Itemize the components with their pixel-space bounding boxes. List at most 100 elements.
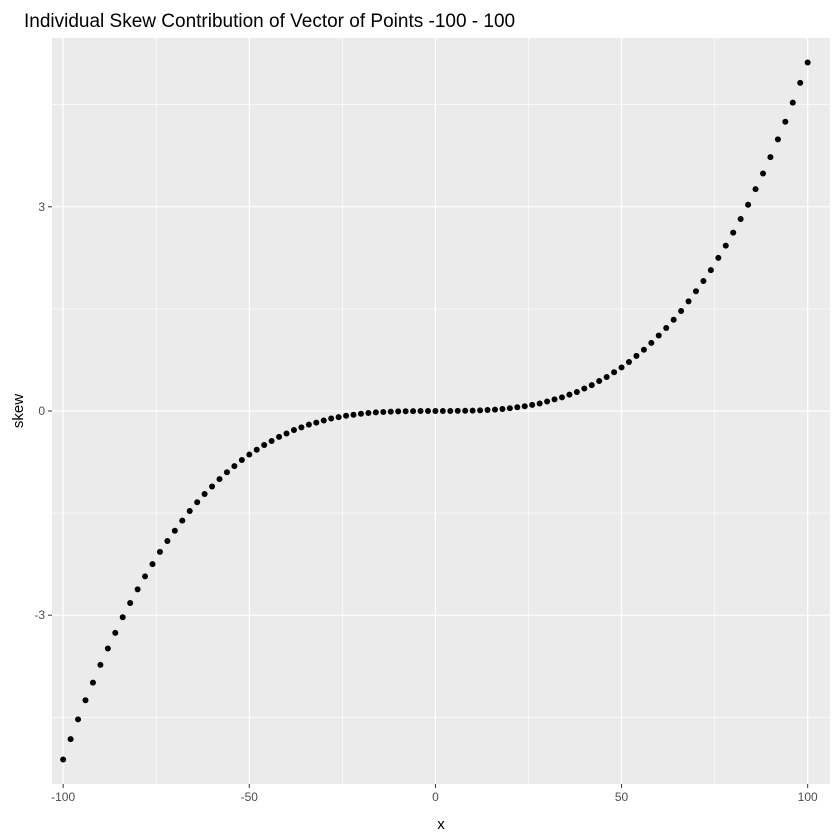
data-point (119, 614, 126, 621)
y-tick-label: 0 (38, 404, 45, 418)
data-point (179, 517, 186, 524)
data-point (395, 408, 402, 415)
data-point (171, 527, 178, 534)
data-point (305, 421, 312, 428)
data-point (432, 408, 439, 414)
data-point (469, 407, 476, 414)
data-point (186, 508, 193, 515)
data-point (737, 216, 744, 223)
data-point (551, 396, 558, 403)
data-point (335, 414, 342, 421)
x-axis-title: x (437, 816, 445, 833)
data-point (573, 388, 580, 395)
data-point (283, 430, 290, 437)
data-point (536, 400, 543, 407)
x-tick-label: -50 (241, 790, 259, 804)
data-point (499, 405, 506, 412)
data-point (439, 408, 446, 414)
data-point (529, 401, 536, 408)
data-point (380, 408, 387, 415)
data-point (60, 756, 67, 763)
data-point (231, 463, 238, 470)
data-point (313, 419, 320, 426)
y-axis-ticks: -3 0 3 (34, 200, 52, 622)
data-point (246, 451, 253, 458)
data-point (640, 346, 647, 353)
data-point (268, 437, 275, 444)
data-point (261, 442, 268, 449)
data-point (745, 201, 752, 208)
data-point (648, 339, 655, 346)
y-tick-label: 3 (38, 200, 45, 214)
data-point (730, 229, 737, 236)
data-point (789, 99, 796, 106)
data-point (566, 391, 573, 398)
data-point (156, 548, 163, 555)
data-point (759, 170, 766, 177)
data-point (797, 79, 804, 86)
data-point (462, 407, 469, 414)
data-point (588, 382, 595, 389)
data-point (625, 358, 632, 365)
data-point (127, 599, 134, 606)
x-tick-label: 0 (432, 790, 439, 804)
data-point (216, 476, 223, 483)
data-points (60, 59, 811, 763)
data-point (410, 408, 417, 415)
data-point (350, 411, 357, 418)
data-point (276, 433, 283, 440)
y-axis-title: skew (10, 394, 27, 428)
data-point (417, 408, 424, 414)
data-point (402, 408, 409, 415)
data-point (320, 417, 327, 424)
data-point (97, 661, 104, 668)
data-point (491, 406, 498, 413)
data-point (618, 364, 625, 371)
data-point (253, 446, 260, 453)
data-point (782, 118, 789, 125)
x-tick-label: 50 (615, 790, 629, 804)
data-point (357, 410, 364, 417)
data-point (290, 427, 297, 434)
data-point (424, 408, 431, 414)
data-point (581, 385, 588, 392)
data-point (223, 469, 230, 476)
x-axis-ticks: -100 -50 0 50 100 (51, 784, 818, 804)
data-point (804, 59, 811, 66)
data-point (149, 561, 156, 568)
data-point (134, 586, 141, 593)
data-point (544, 398, 551, 405)
data-point (633, 352, 640, 359)
data-point (67, 736, 74, 743)
data-point (477, 407, 484, 414)
data-point (611, 369, 618, 376)
data-point (201, 491, 208, 498)
data-point (692, 288, 699, 295)
data-point (454, 407, 461, 414)
data-point (596, 378, 603, 385)
data-point (112, 629, 119, 636)
data-point (365, 410, 372, 417)
data-point (521, 403, 528, 410)
data-point (343, 412, 350, 419)
data-point (328, 415, 335, 422)
data-point (506, 405, 513, 412)
x-tick-label: 100 (798, 790, 818, 804)
data-point (387, 408, 394, 415)
data-point (767, 154, 774, 161)
x-tick-label: -100 (51, 790, 75, 804)
data-point (685, 298, 692, 305)
data-point (752, 186, 759, 193)
data-point (89, 679, 96, 686)
data-point (104, 645, 111, 652)
data-point (194, 499, 201, 506)
data-point (558, 394, 565, 401)
data-point (142, 573, 149, 580)
data-point (164, 538, 171, 545)
chart-title: Individual Skew Contribution of Vector o… (24, 11, 515, 32)
data-point (655, 332, 662, 339)
data-point (484, 407, 491, 414)
data-point (700, 277, 707, 284)
data-point (774, 136, 781, 143)
y-tick-label: -3 (34, 608, 45, 622)
